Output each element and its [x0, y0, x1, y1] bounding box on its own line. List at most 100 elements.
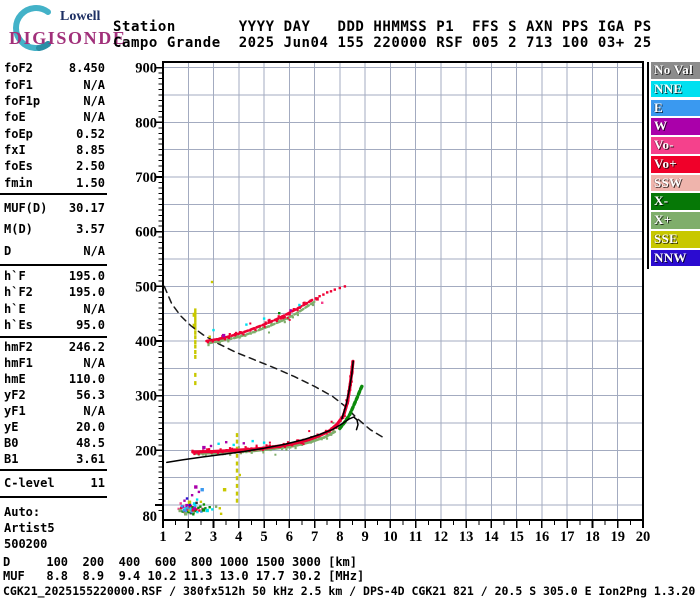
series-f2-hop2-o-trace: [205, 298, 314, 344]
legend-label: W: [654, 118, 668, 134]
legend-item-x-: X-: [651, 193, 700, 211]
legend-item-x+: X+: [651, 212, 700, 229]
param-group: h`F 195.0 h`F2 195.0 h`E N/A h`Es 95.0: [0, 268, 107, 334]
series-stray-yellow-dots: [210, 280, 241, 515]
param-value: N/A: [83, 301, 105, 316]
param-value: 8.450: [68, 61, 105, 76]
param-value: 30.17: [68, 200, 105, 215]
param-row: h`F 195.0: [0, 268, 107, 285]
legend-item-nnw: NNW: [651, 249, 700, 267]
param-value: 195.0: [68, 268, 105, 283]
param-label: B1: [4, 451, 19, 466]
autoscaling-line: Artist5: [4, 520, 55, 535]
legend-label: NNE: [654, 80, 683, 96]
x-tick-label: 14: [484, 529, 499, 545]
footer-info: CGK21_2025155220000.RSF / 380fx512h 50 k…: [3, 584, 696, 598]
series-true-height-profile: [166, 416, 359, 464]
param-label: foF2: [4, 61, 33, 76]
x-tick-label: 1: [159, 529, 166, 545]
axis-ticks: [155, 66, 644, 528]
param-value: 11: [90, 476, 105, 491]
x-tick-label: 18: [585, 529, 600, 545]
param-row: yE 20.0: [0, 419, 107, 435]
logo-lowell-text: Lowell: [60, 9, 101, 24]
param-row: D N/A: [0, 240, 107, 262]
param-label: foEp: [4, 126, 33, 141]
param-label: hmF2: [4, 340, 33, 355]
param-label: hmF1: [4, 356, 33, 371]
x-tick-label: 17: [560, 529, 575, 545]
legend-label: Vo+: [654, 155, 678, 171]
station-header: Station YYYY DAY DDD HHMMSS P1 FFS S AXN…: [113, 19, 652, 51]
param-value: N/A: [83, 110, 105, 125]
logo-digisonde-text: DIGISONDE: [9, 28, 127, 48]
x-tick-label: 6: [286, 529, 293, 545]
legend-label: X+: [654, 212, 672, 228]
panel-separator: [0, 468, 107, 471]
param-row: h`E N/A: [0, 301, 107, 318]
x-tick-label: 8: [336, 529, 343, 545]
y-tick-label: 800: [135, 115, 157, 131]
legend-item-ssw: SSW: [651, 174, 700, 192]
series-interference-column-4mhz: [235, 433, 239, 503]
grid-lines: [163, 62, 643, 520]
param-row: hmE 110.0: [0, 371, 107, 387]
param-label: h`Es: [4, 318, 33, 333]
legend-item-e: E: [651, 99, 700, 117]
x-tick-label: 12: [434, 529, 449, 545]
param-row: B1 3.61: [0, 451, 107, 467]
param-group: C-level 11: [0, 473, 107, 494]
param-label: hmE: [4, 372, 26, 387]
param-group: hmF2 246.2 hmF1 N/A hmE 110.0 yF2 56.3 yF1 N/A yE 2…: [0, 340, 107, 467]
y-tick-label: 300: [135, 389, 157, 405]
param-value: 95.0: [76, 318, 105, 333]
y-tick-label: 400: [135, 334, 157, 350]
legend-item-nne: NNE: [651, 80, 700, 98]
x-tick-label: 9: [361, 529, 368, 545]
x-tick-label: 2: [185, 529, 192, 545]
param-label: foE: [4, 110, 26, 125]
param-row: hmF2 246.2: [0, 340, 107, 356]
param-label: fxI: [4, 142, 26, 157]
param-label: fmin: [4, 175, 33, 190]
muf-distance-table: D 100 200 400 600 800 1000 1500 3000 [km…: [3, 555, 365, 583]
param-row: hmF1 N/A: [0, 355, 107, 371]
param-label: h`E: [4, 301, 26, 316]
param-label: yF1: [4, 404, 26, 419]
param-row: h`F2 195.0: [0, 284, 107, 301]
param-row: M(D) 3.57: [0, 218, 107, 240]
param-value: N/A: [83, 404, 105, 419]
header-line2: Campo Grande 2025 Jun04 155 220000 RSF 0…: [113, 35, 652, 51]
x-tick-label: 10: [383, 529, 398, 545]
param-row: fmin 1.50: [0, 174, 107, 190]
param-value: 8.85: [76, 142, 105, 157]
legend-item-vo+: Vo+: [651, 155, 700, 173]
digisonde-logo: Lowell DIGISONDE: [4, 3, 134, 53]
param-value: 246.2: [68, 340, 105, 355]
param-label: yF2: [4, 388, 26, 403]
series-interference-column-2mhz: [192, 308, 197, 386]
param-group: MUF(D) 30.17 M(D) 3.57 D N/A: [0, 197, 107, 262]
param-group: foF2 8.450 foF1 N/A foF1p N/A foE N/A foEp 0.52 fx…: [0, 60, 107, 191]
param-row: MUF(D) 30.17: [0, 197, 107, 219]
param-value: 1.50: [76, 175, 105, 190]
param-value: 56.3: [76, 388, 105, 403]
param-value: 48.5: [76, 435, 105, 450]
param-label: yE: [4, 419, 19, 434]
param-label: C-level: [4, 476, 55, 491]
param-row: fxI 8.85: [0, 142, 107, 158]
param-row: foEs 2.50: [0, 158, 107, 174]
param-row: foF1p N/A: [0, 93, 107, 109]
plot-border: [162, 61, 644, 521]
y-tick-label: 700: [135, 170, 157, 186]
y-tick-label: 80: [143, 509, 158, 525]
autoscaling-info: Auto: Artist5 500200: [0, 504, 107, 552]
y-tick-label: 200: [135, 443, 157, 459]
series-x-mode-cusp: [338, 384, 364, 431]
panel-separator: [0, 335, 107, 338]
param-value: 0.52: [76, 126, 105, 141]
panel-separator: [0, 192, 107, 195]
legend-label: Vo-: [654, 137, 674, 153]
legend-label: X-: [654, 193, 669, 209]
